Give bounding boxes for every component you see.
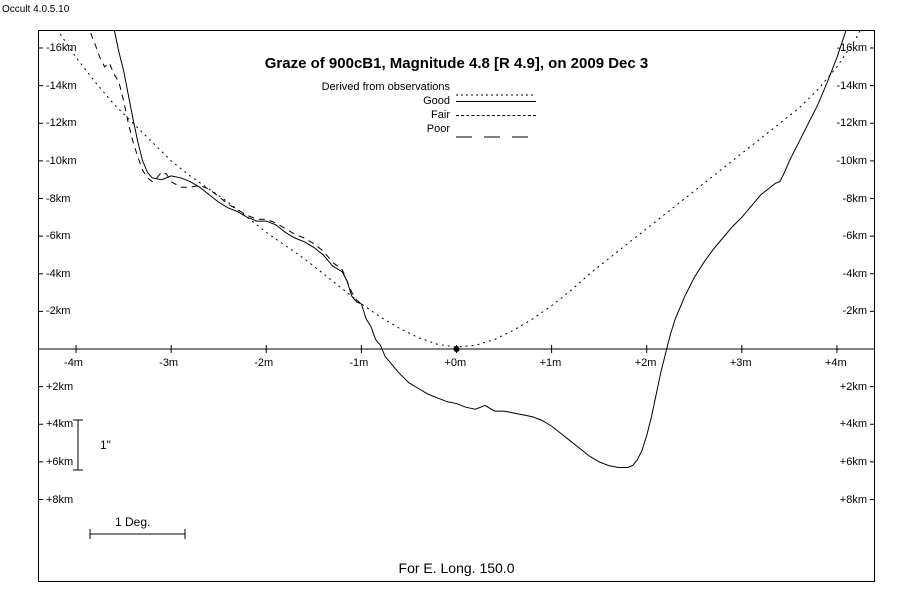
chart-curves: [0, 0, 913, 602]
y-tick-label-right: +8km: [840, 494, 867, 506]
x-tick-label: -4m: [64, 357, 83, 369]
y-tick-label-left: -12km: [46, 117, 77, 129]
y-tick-label-right: +6km: [840, 456, 867, 468]
y-tick-label-right: -2km: [843, 305, 867, 317]
y-tick-label-left: -14km: [46, 80, 77, 92]
x-tick-label: -1m: [349, 357, 368, 369]
x-tick-label: -3m: [159, 357, 178, 369]
y-tick-label-left: -8km: [46, 193, 70, 205]
y-tick-label-left: +2km: [46, 381, 73, 393]
x-tick-label: +4m: [825, 357, 847, 369]
y-tick-label-left: +6km: [46, 456, 73, 468]
y-tick-label-right: -10km: [836, 155, 867, 167]
deg-scale-label: 1 Deg.: [115, 515, 150, 529]
y-tick-label-right: -6km: [843, 230, 867, 242]
x-tick-label: +3m: [730, 357, 752, 369]
y-tick-label-right: +2km: [840, 381, 867, 393]
y-tick-label-left: -4km: [46, 268, 70, 280]
x-tick-label: +1m: [540, 357, 562, 369]
x-tick-label: +2m: [635, 357, 657, 369]
x-tick-label: -2m: [254, 357, 273, 369]
y-tick-label-left: +4km: [46, 418, 73, 430]
y-tick-label-right: -12km: [836, 117, 867, 129]
chart-footer: For E. Long. 150.0: [0, 560, 913, 576]
y-tick-label-right: -14km: [836, 80, 867, 92]
y-tick-label-left: -16km: [46, 42, 77, 54]
y-tick-label-left: +8km: [46, 494, 73, 506]
y-tick-label-left: -6km: [46, 230, 70, 242]
x-tick-label: +0m: [445, 357, 467, 369]
y-tick-label-right: +4km: [840, 418, 867, 430]
y-tick-label-right: -4km: [843, 268, 867, 280]
arcsec-label: 1": [100, 438, 111, 452]
y-tick-label-left: -10km: [46, 155, 77, 167]
y-tick-label-left: -2km: [46, 305, 70, 317]
y-tick-label-right: -16km: [836, 42, 867, 54]
y-tick-label-right: -8km: [843, 193, 867, 205]
